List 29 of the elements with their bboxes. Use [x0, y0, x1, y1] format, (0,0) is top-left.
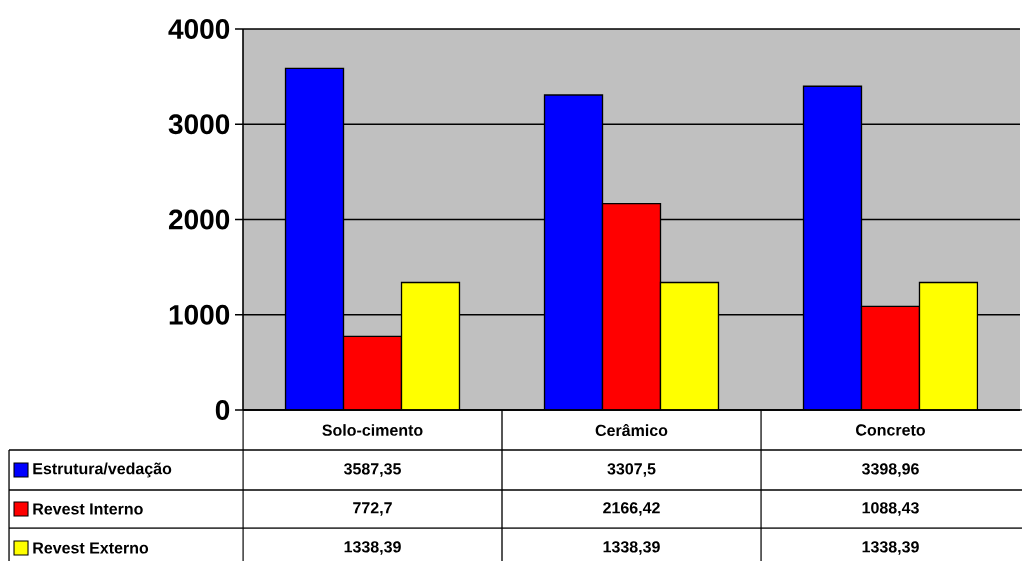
- x-tick-label: Solo-cimento: [322, 424, 423, 436]
- bar: [543, 94, 604, 410]
- bar: [918, 281, 979, 410]
- bar: [802, 85, 863, 410]
- x-tick-label: Cerâmico: [595, 423, 668, 437]
- y-tick-label: 0: [215, 400, 230, 420]
- bar: [659, 281, 720, 410]
- data-label: 1088,43: [862, 502, 919, 516]
- bar: [601, 202, 662, 410]
- bar: [342, 335, 403, 410]
- bar: [860, 305, 921, 410]
- y-tick-label: 2000: [168, 209, 230, 230]
- data-label: 2166,42: [603, 502, 660, 516]
- legend-label: Revest Interno: [33, 503, 143, 515]
- x-tick-label: Concreto: [856, 424, 925, 436]
- bar: [400, 281, 461, 410]
- y-tick-label: 1000: [169, 304, 230, 325]
- data-label: 3398,96: [861, 463, 919, 477]
- y-tick-label: 3000: [168, 114, 230, 135]
- legend-label: Estrutura/vedação: [33, 462, 172, 478]
- data-label: 3307,5: [607, 463, 656, 477]
- data-label: 1338,39: [603, 541, 660, 555]
- data-label: 1338,39: [344, 541, 401, 555]
- legend-label: Revest Externo: [33, 542, 149, 554]
- data-label: 1338,39: [862, 541, 919, 555]
- data-label: 3587,35: [343, 463, 401, 477]
- y-tick-label: 4000: [168, 19, 230, 39]
- bar: [284, 67, 345, 410]
- data-label: 772,7: [353, 502, 392, 516]
